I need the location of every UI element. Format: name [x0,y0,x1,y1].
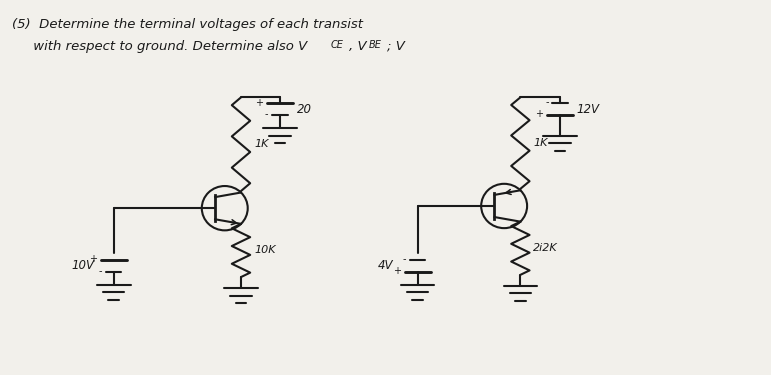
Text: , V: , V [348,40,366,53]
Text: +: + [392,266,401,276]
Text: CE: CE [331,40,343,50]
Text: (5)  Determine the terminal voltages of each transist: (5) Determine the terminal voltages of e… [12,18,363,30]
Text: 10K: 10K [254,246,275,255]
Text: with respect to ground. Determine also V: with respect to ground. Determine also V [12,40,307,53]
Text: 20: 20 [297,103,311,116]
Text: BE: BE [369,40,382,50]
Text: 2i2K: 2i2K [534,243,558,253]
Text: +: + [89,254,97,264]
Text: -: - [402,254,406,264]
Text: 1K: 1K [534,138,547,148]
Text: +: + [255,98,263,108]
Text: -: - [265,110,268,119]
Text: ; V: ; V [387,40,405,53]
Text: 1K: 1K [254,139,268,149]
Text: 4V: 4V [378,260,393,272]
Text: 10V: 10V [72,259,95,272]
Text: 12V: 12V [577,103,600,116]
Text: -: - [545,98,548,108]
Text: -: - [99,266,103,276]
Text: +: + [535,110,544,119]
